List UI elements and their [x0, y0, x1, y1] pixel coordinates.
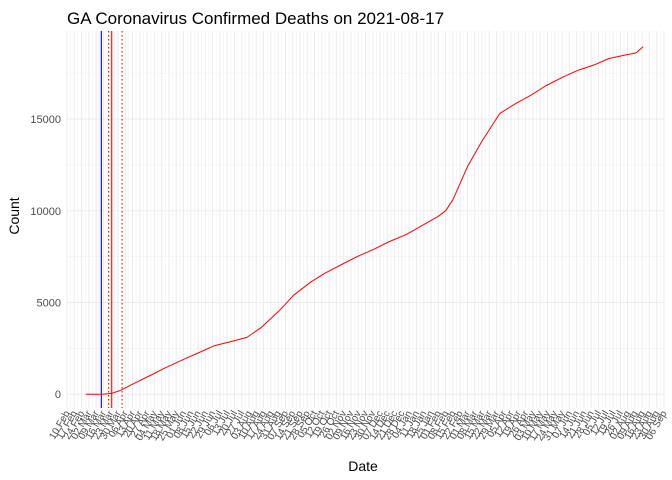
x-axis-title: Date	[348, 458, 378, 474]
chart-title: GA Coronavirus Confirmed Deaths on 2021-…	[67, 9, 444, 28]
y-tick-label: 10000	[30, 206, 61, 218]
grid	[66, 31, 665, 408]
series-line	[85, 46, 644, 395]
series-layer	[85, 46, 644, 395]
y-tick-label: 0	[55, 389, 61, 401]
y-axis-title: Count	[6, 197, 22, 234]
y-tick-label: 5000	[37, 298, 61, 310]
y-tick-labels: 0 5000 10000 15000	[30, 114, 61, 401]
y-tick-label: 15000	[30, 114, 61, 126]
reference-lines	[100, 31, 123, 408]
